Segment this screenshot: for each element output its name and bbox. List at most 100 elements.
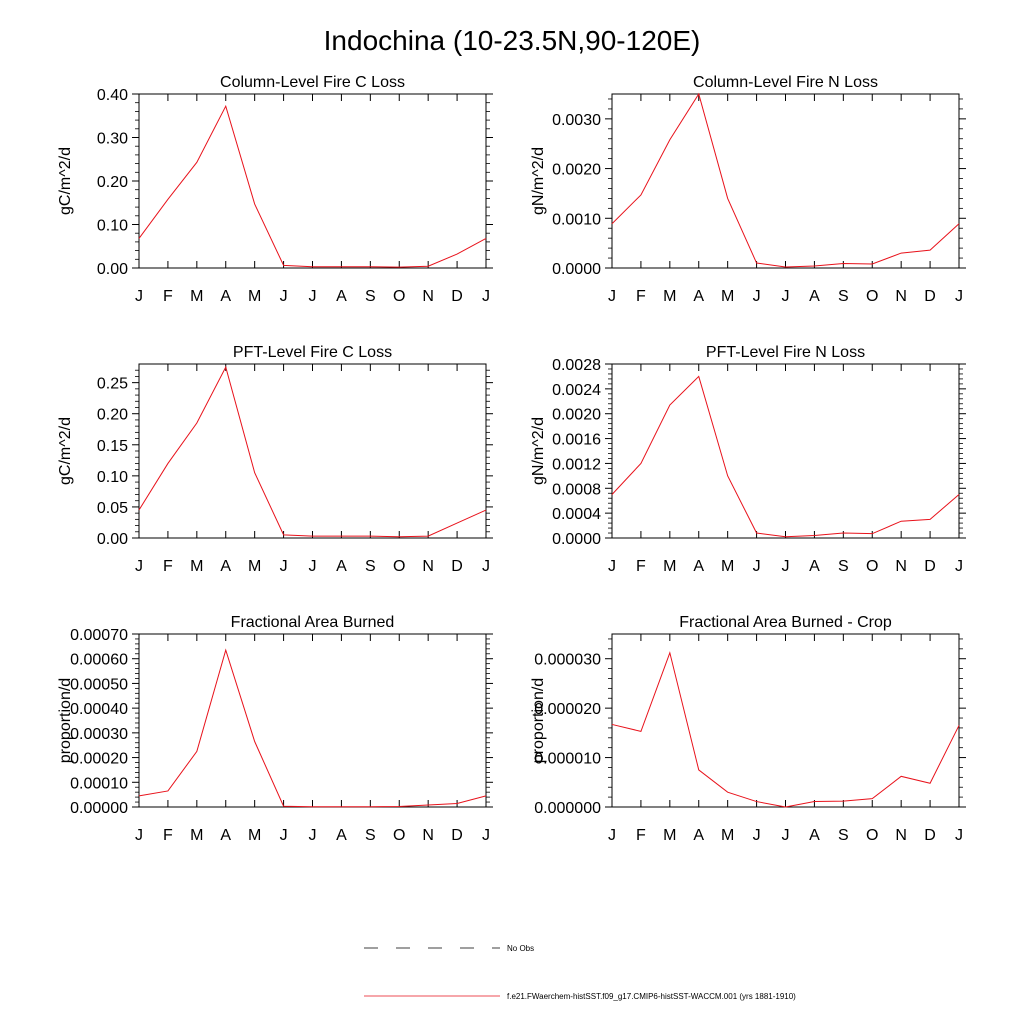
x-tick-label: M xyxy=(248,558,261,575)
x-tick-label: M xyxy=(663,558,676,575)
x-tick-label: N xyxy=(422,558,434,575)
plot-frame xyxy=(611,633,960,808)
x-tick-label: A xyxy=(220,827,231,844)
x-tick-label: J xyxy=(482,827,490,844)
x-tick-label: J xyxy=(135,827,143,844)
legend-no-obs-label: No Obs xyxy=(507,944,534,953)
y-tick-label: 0.30 xyxy=(97,131,128,148)
x-tick-label: J xyxy=(482,288,490,305)
x-tick-label: O xyxy=(866,288,878,305)
x-tick-label: J xyxy=(608,288,616,305)
x-tick-label: J xyxy=(280,288,288,305)
x-tick-label: J xyxy=(753,558,761,575)
x-tick-label: S xyxy=(365,827,376,844)
x-tick-label: A xyxy=(809,558,820,575)
x-tick-label: M xyxy=(663,288,676,305)
x-tick-label: N xyxy=(422,827,434,844)
x-tick-label: N xyxy=(895,558,907,575)
y-tick-label: 0.25 xyxy=(97,376,128,393)
x-tick-label: M xyxy=(248,288,261,305)
x-tick-label: J xyxy=(955,558,963,575)
x-tick-label: J xyxy=(608,827,616,844)
x-tick-label: J xyxy=(135,288,143,305)
x-tick-label: J xyxy=(955,827,963,844)
x-tick-label: M xyxy=(190,827,203,844)
x-tick-label: M xyxy=(721,558,734,575)
panel-title: Fractional Area Burned xyxy=(231,614,395,631)
plot-frame xyxy=(138,93,487,269)
y-tick-label: 0.15 xyxy=(97,438,128,455)
panel: Fractional Area Burned - Crop proportion/… xyxy=(530,614,966,844)
y-tick-label: 0.0030 xyxy=(552,112,601,129)
y-axis-label: gN/m^2/d xyxy=(530,417,547,485)
x-tick-label: D xyxy=(924,288,936,305)
x-tick-label: J xyxy=(753,288,761,305)
panel-title: Fractional Area Burned - Crop xyxy=(679,614,892,631)
legend: No Obs f.e21.FWaerchem-histSST.f09_g17.C… xyxy=(364,944,796,1001)
y-tick-label: 0.000000 xyxy=(534,800,601,817)
x-tick-label: M xyxy=(248,827,261,844)
y-tick-label: 0.00010 xyxy=(70,775,128,792)
x-tick-label: F xyxy=(636,558,646,575)
x-tick-label: J xyxy=(280,558,288,575)
panel-title: Column-Level Fire N Loss xyxy=(693,74,878,91)
legend-model-label: f.e21.FWaerchem-histSST.f09_g17.CMIP6-hi… xyxy=(507,992,796,1001)
x-tick-label: M xyxy=(663,827,676,844)
panel-title: PFT-Level Fire C Loss xyxy=(233,344,392,361)
x-tick-label: A xyxy=(336,288,347,305)
y-tick-label: 0.00040 xyxy=(70,701,128,718)
plot-frame xyxy=(611,93,960,269)
x-tick-label: F xyxy=(163,827,173,844)
y-axis-label: gC/m^2/d xyxy=(57,417,74,485)
y-tick-label: 0.000030 xyxy=(534,652,601,669)
x-tick-label: D xyxy=(451,558,463,575)
x-tick-label: N xyxy=(422,288,434,305)
y-tick-label: 0.0000 xyxy=(552,531,601,548)
x-tick-label: S xyxy=(365,288,376,305)
x-tick-label: O xyxy=(393,827,405,844)
y-axis-label: proportion/d xyxy=(57,678,74,763)
y-tick-label: 0.00050 xyxy=(70,676,128,693)
y-tick-label: 0.0012 xyxy=(552,456,601,473)
series-line xyxy=(611,92,960,268)
y-tick-label: 0.0010 xyxy=(552,211,601,228)
y-tick-label: 0.20 xyxy=(97,407,128,424)
plot-frame xyxy=(611,363,960,539)
panel-title: Column-Level Fire C Loss xyxy=(220,74,405,91)
x-tick-label: J xyxy=(135,558,143,575)
x-tick-label: J xyxy=(753,827,761,844)
y-tick-label: 0.20 xyxy=(97,174,128,191)
x-tick-label: F xyxy=(636,288,646,305)
x-tick-label: J xyxy=(782,558,790,575)
x-tick-label: M xyxy=(721,288,734,305)
x-tick-label: S xyxy=(838,288,849,305)
panel-title: PFT-Level Fire N Loss xyxy=(706,344,865,361)
x-tick-label: J xyxy=(482,558,490,575)
x-tick-label: O xyxy=(866,558,878,575)
y-tick-label: 0.000020 xyxy=(534,701,601,718)
x-tick-label: F xyxy=(163,288,173,305)
x-tick-label: A xyxy=(693,288,704,305)
y-axis-label: proportion/d xyxy=(530,678,547,763)
series-line xyxy=(611,651,960,808)
x-tick-label: J xyxy=(280,827,288,844)
x-tick-label: J xyxy=(782,827,790,844)
x-tick-label: D xyxy=(451,288,463,305)
series-line xyxy=(138,104,487,268)
y-tick-label: 0.00060 xyxy=(70,652,128,669)
figure-title: Indochina (10-23.5N,90-120E) xyxy=(324,25,701,56)
x-tick-label: F xyxy=(636,827,646,844)
x-tick-label: F xyxy=(163,558,173,575)
x-tick-label: S xyxy=(365,558,376,575)
y-tick-label: 0.0004 xyxy=(552,506,601,523)
x-tick-label: A xyxy=(336,827,347,844)
y-tick-label: 0.00020 xyxy=(70,751,128,768)
x-tick-label: O xyxy=(393,558,405,575)
series-line xyxy=(138,648,487,808)
y-tick-label: 0.0024 xyxy=(552,382,601,399)
y-tick-label: 0.0020 xyxy=(552,162,601,179)
